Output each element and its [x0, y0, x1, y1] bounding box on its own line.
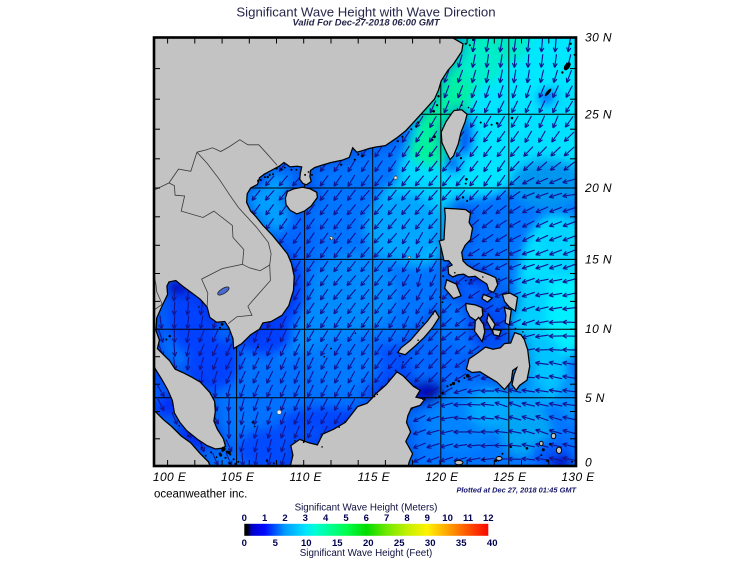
svg-text:115 E: 115 E: [358, 470, 391, 484]
svg-text:2: 2: [282, 513, 287, 524]
svg-text:12: 12: [483, 513, 494, 524]
svg-text:0: 0: [585, 456, 592, 470]
svg-text:Plotted at Dec 27, 2018 01:45: Plotted at Dec 27, 2018 01:45 GMT: [456, 486, 577, 495]
svg-text:9: 9: [425, 513, 430, 524]
svg-text:0: 0: [242, 513, 247, 524]
svg-text:3: 3: [303, 513, 308, 524]
svg-text:7: 7: [384, 513, 389, 524]
svg-text:25: 25: [394, 538, 405, 549]
svg-text:Significant Wave Height (Feet): Significant Wave Height (Feet): [300, 548, 433, 559]
svg-text:105 E: 105 E: [221, 470, 255, 484]
svg-text:30: 30: [425, 538, 436, 549]
svg-text:5: 5: [273, 538, 279, 549]
svg-text:6: 6: [364, 513, 369, 524]
svg-text:Significant Wave Height (Meter: Significant Wave Height (Meters): [295, 503, 438, 514]
svg-text:10: 10: [442, 513, 453, 524]
svg-text:125 E: 125 E: [493, 470, 527, 484]
svg-text:10 N: 10 N: [585, 322, 612, 336]
svg-text:110 E: 110 E: [289, 470, 322, 484]
svg-text:8: 8: [404, 513, 409, 524]
svg-text:40: 40: [487, 538, 498, 549]
svg-text:20 N: 20 N: [584, 181, 612, 195]
svg-text:120 E: 120 E: [425, 470, 459, 484]
svg-text:15 N: 15 N: [585, 252, 612, 266]
svg-text:1: 1: [262, 513, 268, 524]
svg-text:5 N: 5 N: [585, 391, 605, 405]
svg-text:20: 20: [363, 538, 374, 549]
svg-text:130 E: 130 E: [561, 470, 595, 484]
svg-text:15: 15: [332, 538, 343, 549]
svg-text:oceanweather inc.: oceanweather inc.: [154, 489, 247, 501]
svg-text:100 E: 100 E: [153, 470, 187, 484]
svg-text:11: 11: [463, 513, 474, 524]
svg-text:4: 4: [323, 513, 329, 524]
svg-text:5: 5: [343, 513, 349, 524]
svg-text:Significant Wave Height with W: Significant Wave Height with Wave Direct…: [236, 5, 495, 20]
svg-text:Valid For Dec-27-2018 06:00 GM: Valid For Dec-27-2018 06:00 GMT: [292, 17, 440, 28]
svg-text:25 N: 25 N: [584, 107, 612, 121]
svg-text:35: 35: [456, 538, 467, 549]
svg-text:10: 10: [301, 538, 312, 549]
svg-text:0: 0: [242, 538, 247, 549]
svg-text:30 N: 30 N: [585, 31, 612, 45]
